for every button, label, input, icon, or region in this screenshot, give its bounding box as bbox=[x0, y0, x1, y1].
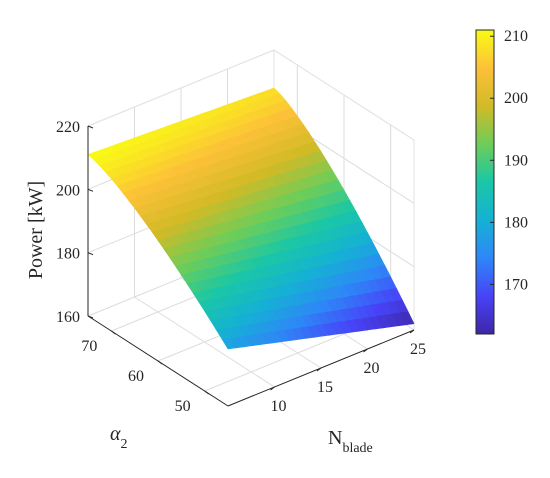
box-edge bbox=[273, 49, 415, 141]
x-axis-label: Nblade bbox=[328, 427, 373, 456]
colorbar-tick-label: 170 bbox=[504, 276, 528, 293]
z-tick bbox=[87, 188, 94, 192]
z-tick-label: 200 bbox=[56, 182, 80, 199]
z-tick bbox=[87, 125, 94, 129]
surface-patch bbox=[399, 311, 415, 326]
z-tick-label: 220 bbox=[56, 119, 80, 136]
colorbar: 170 180 190 200 210 bbox=[475, 28, 528, 335]
y-axis-label-main: α bbox=[110, 423, 121, 445]
box-edge bbox=[87, 49, 275, 127]
x-axis-label-sub: blade bbox=[342, 441, 372, 456]
surface bbox=[87, 87, 415, 350]
x-tick-label: 20 bbox=[364, 360, 380, 377]
y-tick-label: 70 bbox=[81, 338, 97, 355]
y-axis-label: α2 bbox=[110, 423, 128, 452]
x-tick-label: 25 bbox=[410, 341, 426, 358]
axis-labels: Power [kW] Nblade α2 bbox=[25, 181, 373, 456]
y-tick-label: 50 bbox=[175, 398, 191, 415]
colorbar-tick-label: 200 bbox=[504, 90, 528, 107]
x-axis-label-main: N bbox=[328, 427, 342, 449]
colorbar-gradient bbox=[475, 29, 495, 335]
y-tick bbox=[111, 330, 116, 335]
z-tick bbox=[87, 252, 94, 256]
y-tick bbox=[157, 360, 163, 365]
colorbar-tick-label: 190 bbox=[504, 152, 528, 169]
x-tick bbox=[316, 367, 322, 372]
x-tick-label: 15 bbox=[317, 379, 333, 396]
x-tick bbox=[363, 348, 368, 353]
z-tick-label: 180 bbox=[56, 246, 80, 263]
y-tick-label: 60 bbox=[128, 368, 144, 385]
colorbar-tick-label: 180 bbox=[504, 214, 528, 231]
x-tick bbox=[270, 386, 275, 391]
z-axis-label: Power [kW] bbox=[25, 181, 47, 279]
z-tick-label: 160 bbox=[56, 309, 80, 326]
z-tick bbox=[87, 315, 94, 319]
y-tick bbox=[204, 390, 209, 395]
y-axis-label-sub: 2 bbox=[121, 437, 128, 452]
x-tick bbox=[409, 329, 415, 334]
colorbar-tick-label: 210 bbox=[504, 28, 528, 45]
x-tick-label: 10 bbox=[271, 398, 287, 415]
